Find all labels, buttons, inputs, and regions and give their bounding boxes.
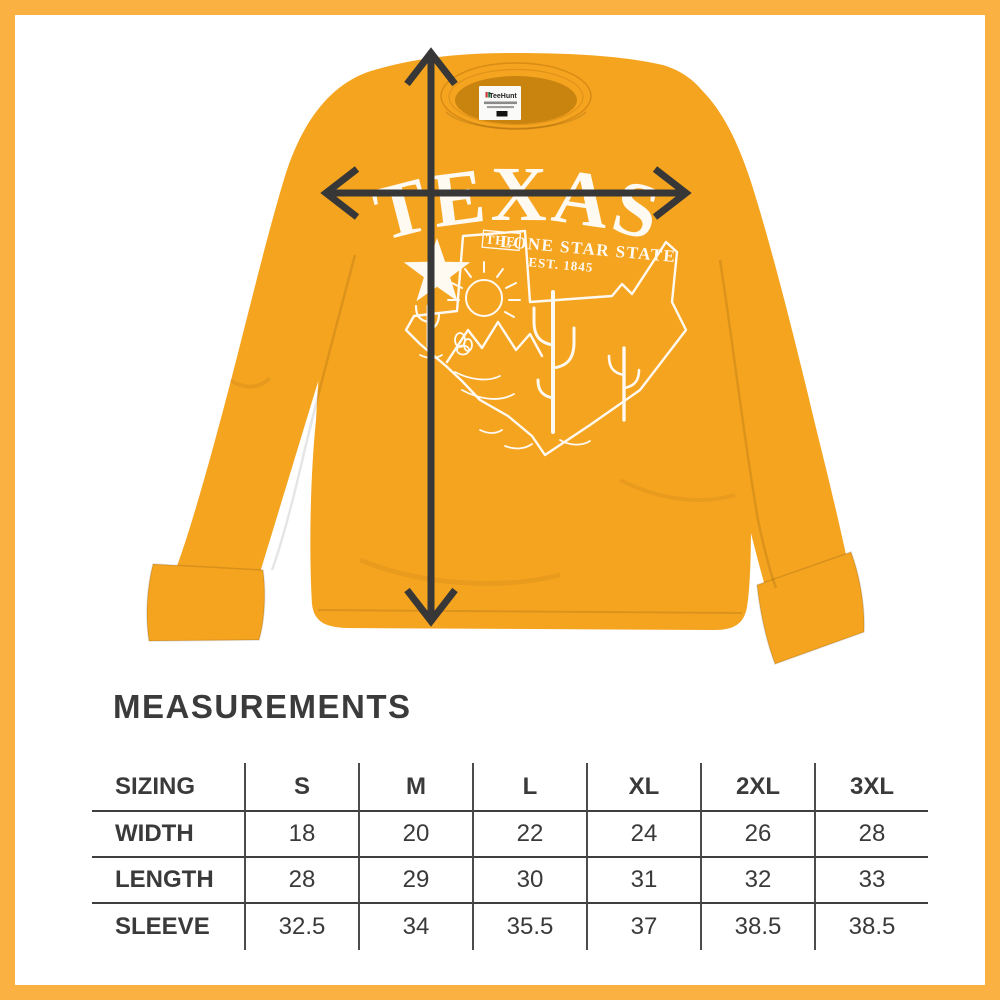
collar: TeeHunt bbox=[440, 62, 592, 130]
table-header-m: M bbox=[358, 763, 472, 812]
table-header-sizing: SIZING bbox=[92, 763, 244, 812]
table-header-s: S bbox=[244, 763, 358, 812]
length-3xl: 33 bbox=[814, 858, 928, 904]
left-cuff bbox=[146, 563, 266, 642]
length-l: 30 bbox=[472, 858, 586, 904]
label-size-tag bbox=[496, 111, 508, 117]
texas-outline bbox=[404, 229, 688, 457]
mountains bbox=[445, 320, 544, 364]
sleeve-s: 32.5 bbox=[244, 904, 358, 950]
width-arrow bbox=[320, 166, 692, 220]
width-s: 18 bbox=[244, 812, 358, 858]
print-established: EST. 1845 bbox=[528, 254, 594, 275]
table-header-l: L bbox=[472, 763, 586, 812]
label-fineprint-line bbox=[487, 106, 514, 109]
brand-logo-icon bbox=[485, 92, 488, 98]
label-fineprint-line bbox=[484, 101, 517, 105]
table-header-xl: XL bbox=[586, 763, 700, 812]
row-label-width: WIDTH bbox=[92, 812, 244, 858]
sun-icon bbox=[447, 261, 521, 318]
brand-label-text: TeeHunt bbox=[489, 93, 517, 100]
width-2xl: 26 bbox=[700, 812, 814, 858]
length-m: 29 bbox=[358, 858, 472, 904]
star-icon bbox=[403, 238, 471, 302]
length-xl: 31 bbox=[586, 858, 700, 904]
shirt-body bbox=[310, 53, 751, 630]
length-arrow bbox=[404, 47, 458, 627]
measurement-arrows bbox=[320, 47, 692, 627]
sleeve-m: 34 bbox=[358, 904, 472, 950]
right-sleeve bbox=[663, 65, 847, 590]
row-label-length: LENGTH bbox=[92, 858, 244, 904]
fabric-seams bbox=[228, 254, 778, 614]
cactus-icon bbox=[532, 290, 576, 434]
left-sleeve bbox=[176, 71, 371, 580]
print-subtitle-prefix: THE bbox=[485, 231, 517, 249]
size-table: SIZING S M L XL 2XL 3XL WIDTH 18 20 22 2… bbox=[92, 763, 928, 950]
sleeve-l: 35.5 bbox=[472, 904, 586, 950]
width-3xl: 28 bbox=[814, 812, 928, 858]
width-xl: 24 bbox=[586, 812, 700, 858]
width-m: 20 bbox=[358, 812, 472, 858]
shirt-body-group: TeeHunt TEXAS THE LONE STAR bbox=[146, 47, 865, 665]
length-2xl: 32 bbox=[700, 858, 814, 904]
prickly-pear-icon bbox=[454, 332, 473, 356]
sleeve-xl: 37 bbox=[586, 904, 700, 950]
cactus-icon bbox=[607, 346, 641, 422]
sleeve-3xl: 38.5 bbox=[814, 904, 928, 950]
ground-marks bbox=[419, 354, 591, 450]
neck-label: TeeHunt bbox=[479, 86, 521, 120]
right-cuff bbox=[756, 551, 865, 665]
table-header-2xl: 2XL bbox=[700, 763, 814, 812]
table-header-3xl: 3XL bbox=[814, 763, 928, 812]
width-l: 22 bbox=[472, 812, 586, 858]
sleeve-2xl: 38.5 bbox=[700, 904, 814, 950]
measurements-heading: MEASUREMENTS bbox=[113, 688, 412, 725]
length-s: 28 bbox=[244, 858, 358, 904]
row-label-sleeve: SLEEVE bbox=[115, 913, 210, 940]
shirt-mockup-image: TeeHunt TEXAS THE LONE STAR bbox=[146, 47, 865, 665]
